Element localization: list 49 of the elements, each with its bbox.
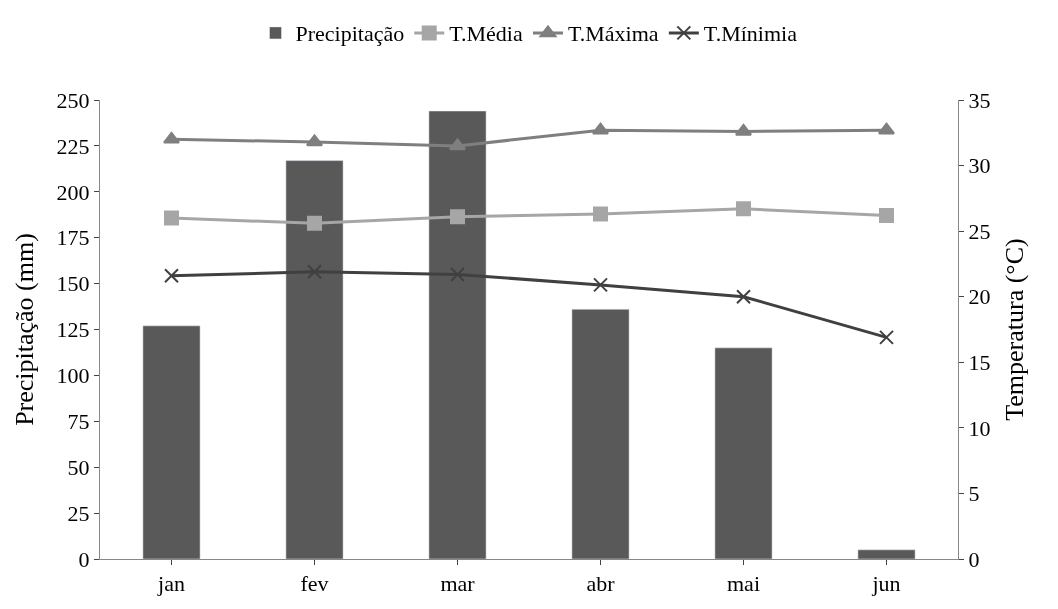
x-tick-label: fev [300,571,329,597]
y-tick-label: 250 [56,87,90,113]
y-tick-label: 25 [67,500,90,526]
bar [428,110,487,559]
y2-tick-label: 35 [968,87,991,113]
y2-tick-label: 30 [968,153,991,179]
point [450,266,465,282]
y2-tick-label: 10 [968,415,991,441]
y2-tick-label: 25 [968,218,991,244]
y-tick-label: 150 [56,271,90,297]
bar [857,549,916,559]
y-tick-label: 50 [67,454,90,480]
point [164,268,179,284]
legend-label: T.Mínimia [703,21,798,47]
y-tick-label: 225 [56,133,90,159]
legend-label: T.Média [449,21,523,47]
point [593,277,608,293]
y-tick-label: 175 [56,225,90,251]
y-axis-title: Precipitação (mm) [10,233,39,426]
y-tick-label: 100 [56,363,90,389]
y-tick-label: 75 [67,409,90,434]
y-tick-label: 0 [78,546,90,572]
point [879,329,894,345]
y2-tick-label: 15 [968,349,991,375]
x-tick-label: abr [586,571,616,597]
point [164,210,179,226]
legend-label: T.Máxima [567,21,659,47]
bar [142,325,201,559]
point [736,289,751,305]
y2-tick-label: 0 [968,546,980,572]
point [307,215,322,231]
y2-tick-label: 5 [968,481,980,507]
x-tick-label: jun [871,571,901,597]
legend-label: Precipitação [295,21,405,47]
point [879,207,894,223]
x-tick-label: mai [727,571,760,597]
point [307,264,322,280]
x-tick-label: mar [440,571,476,597]
x-tick-label: jan [157,571,185,597]
point [593,206,608,222]
bar [285,160,344,559]
y2-tick-label: 20 [968,284,991,310]
point [450,209,465,225]
bar [571,309,630,559]
bar [714,347,773,559]
y2-axis-title: Temperatura (°C) [1000,238,1030,421]
y-tick-label: 125 [56,317,90,343]
point [736,201,751,217]
y-tick-label: 200 [56,179,90,205]
